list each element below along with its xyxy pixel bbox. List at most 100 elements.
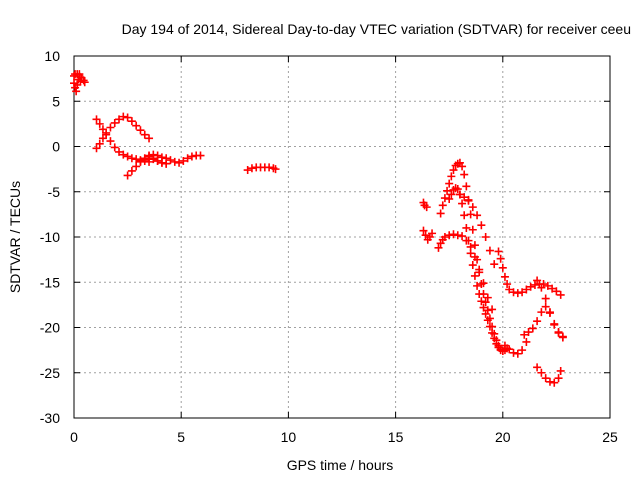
data-point [494,247,503,256]
data-point [488,328,497,337]
data-point [537,368,546,377]
data-point [175,158,184,167]
data-point [509,348,518,357]
data-point [106,123,115,132]
data-point [513,349,522,358]
y-tick-labels: -30 -25 -20 -15 -10 -5 0 5 10 [40,48,60,426]
series-track-14 [455,190,499,269]
data-point [145,134,154,143]
data-point [477,280,486,289]
data-point [455,190,464,199]
data-point [127,117,136,126]
data-point [548,284,557,293]
data-point [558,332,567,341]
data-point [473,255,482,264]
data-point [265,163,274,172]
data-point [481,298,490,307]
data-point [157,158,166,167]
data-point [545,377,554,386]
data-point [95,139,104,148]
data-point [149,155,158,164]
data-point [440,233,449,241]
series-track-13 [445,184,512,356]
data-point [524,328,533,337]
data-point [470,241,479,250]
data-point [481,233,490,241]
data-point [140,130,149,139]
data-point [79,76,88,85]
data-point [127,166,136,175]
data-point [123,152,132,161]
data-point [127,154,136,163]
x-tick-label: 5 [177,429,185,445]
data-point [436,209,445,218]
data-point [485,322,494,331]
data-point [541,374,550,383]
y-tick-label: -5 [48,184,61,200]
data-point [473,281,482,290]
series-track-08 [243,163,280,175]
x-tick-label: 10 [281,429,297,445]
data-point [513,289,522,298]
series-track-07 [136,154,171,168]
data-point [545,308,554,317]
data-point [434,243,443,252]
data-point [464,236,473,245]
data-point [533,317,542,326]
data-point [243,166,252,175]
data-point [447,172,456,181]
data-point [179,156,188,165]
data-point [136,126,145,135]
data-point [110,143,119,152]
data-point [475,290,484,299]
data-point [438,201,447,210]
data-point [449,230,458,239]
data-point [481,309,490,318]
data-point [466,210,475,219]
y-tick-label: -25 [40,365,60,381]
data-point [170,157,179,166]
data-point [187,152,196,161]
data-point [468,203,477,212]
data-point [498,263,507,272]
data-point [119,150,128,159]
data-point [490,260,499,269]
data-point [464,196,473,205]
y-tick-label: -20 [40,320,60,336]
data-point [132,121,141,130]
data-point [528,324,537,333]
data-point [556,366,565,375]
series-track-16 [494,247,565,299]
data-point [458,162,467,171]
data-point [449,166,458,175]
data-point [453,231,462,240]
data-point [115,115,124,124]
y-tick-label: -10 [40,229,60,245]
data-point [552,287,561,296]
data-point [419,226,428,235]
data-point [475,268,484,277]
data-point [500,272,509,281]
data-point [166,156,175,165]
data-point [92,115,101,124]
data-point [460,193,469,202]
data-point [153,156,162,165]
data-point [445,194,454,203]
data-point [485,246,494,255]
data-point [522,337,531,346]
y-tick-label: 10 [44,48,60,64]
data-point [541,294,550,303]
data-point [537,283,546,292]
data-point [183,154,192,163]
data-point [102,128,111,137]
y-tick-label: -30 [40,410,60,426]
data-point [115,147,124,156]
data-point [440,194,449,203]
data-point [530,280,539,289]
x-tick-label: 15 [388,429,404,445]
data-point [136,156,145,165]
data-point [526,282,535,291]
data-point [271,165,280,174]
data-point [422,203,431,212]
